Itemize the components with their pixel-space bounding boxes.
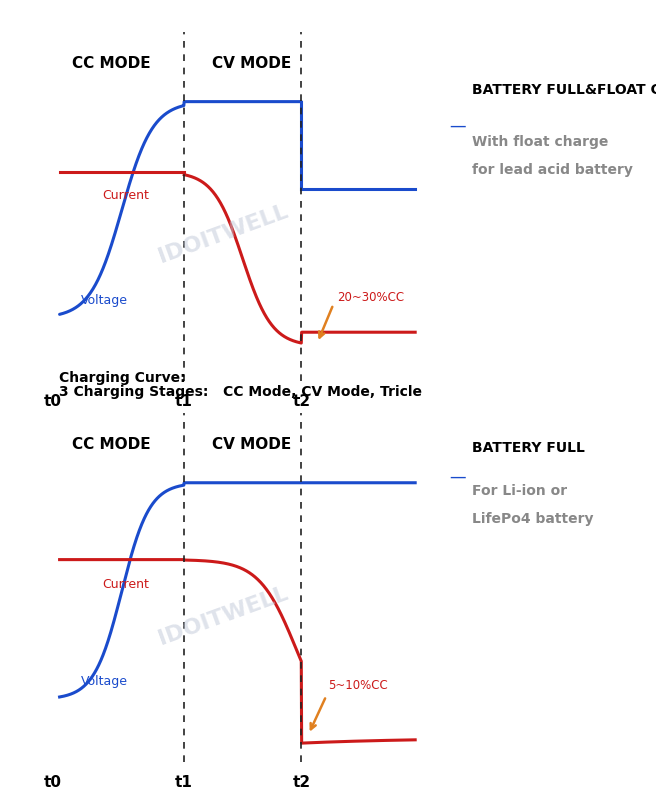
Text: —: — [449,117,466,134]
Text: for lead acid battery: for lead acid battery [472,163,633,177]
Text: 3 Charging Stages:   CC Mode, CV Mode, Tricle: 3 Charging Stages: CC Mode, CV Mode, Tri… [59,385,422,399]
Text: IDOITWELL: IDOITWELL [156,583,291,648]
Text: Current: Current [102,190,149,202]
Text: CV MODE: CV MODE [213,437,291,453]
Text: BATTERY FULL: BATTERY FULL [472,441,585,455]
Text: t1: t1 [175,775,193,790]
Text: Voltage: Voltage [81,676,128,688]
Text: Current: Current [102,577,149,591]
Text: —: — [449,468,466,485]
Text: t0: t0 [43,775,62,790]
Text: t2: t2 [293,775,310,790]
Text: 5~10%CC: 5~10%CC [328,679,388,692]
Text: 20~30%CC: 20~30%CC [337,291,404,304]
Text: With float charge: With float charge [472,135,609,149]
Text: CC MODE: CC MODE [72,437,150,453]
Text: Charging Curve:: Charging Curve: [59,371,186,385]
Text: t0: t0 [43,394,62,409]
Text: IDOITWELL: IDOITWELL [156,202,291,267]
Text: LifePo4 battery: LifePo4 battery [472,512,594,526]
Text: CC MODE: CC MODE [72,56,150,71]
Text: t2: t2 [293,394,310,409]
Text: For Li-ion or: For Li-ion or [472,484,567,499]
Text: CV MODE: CV MODE [213,56,291,71]
Text: t1: t1 [175,394,193,409]
Text: Voltage: Voltage [81,295,128,307]
Text: BATTERY FULL&FLOAT CHARGE: BATTERY FULL&FLOAT CHARGE [472,83,656,98]
